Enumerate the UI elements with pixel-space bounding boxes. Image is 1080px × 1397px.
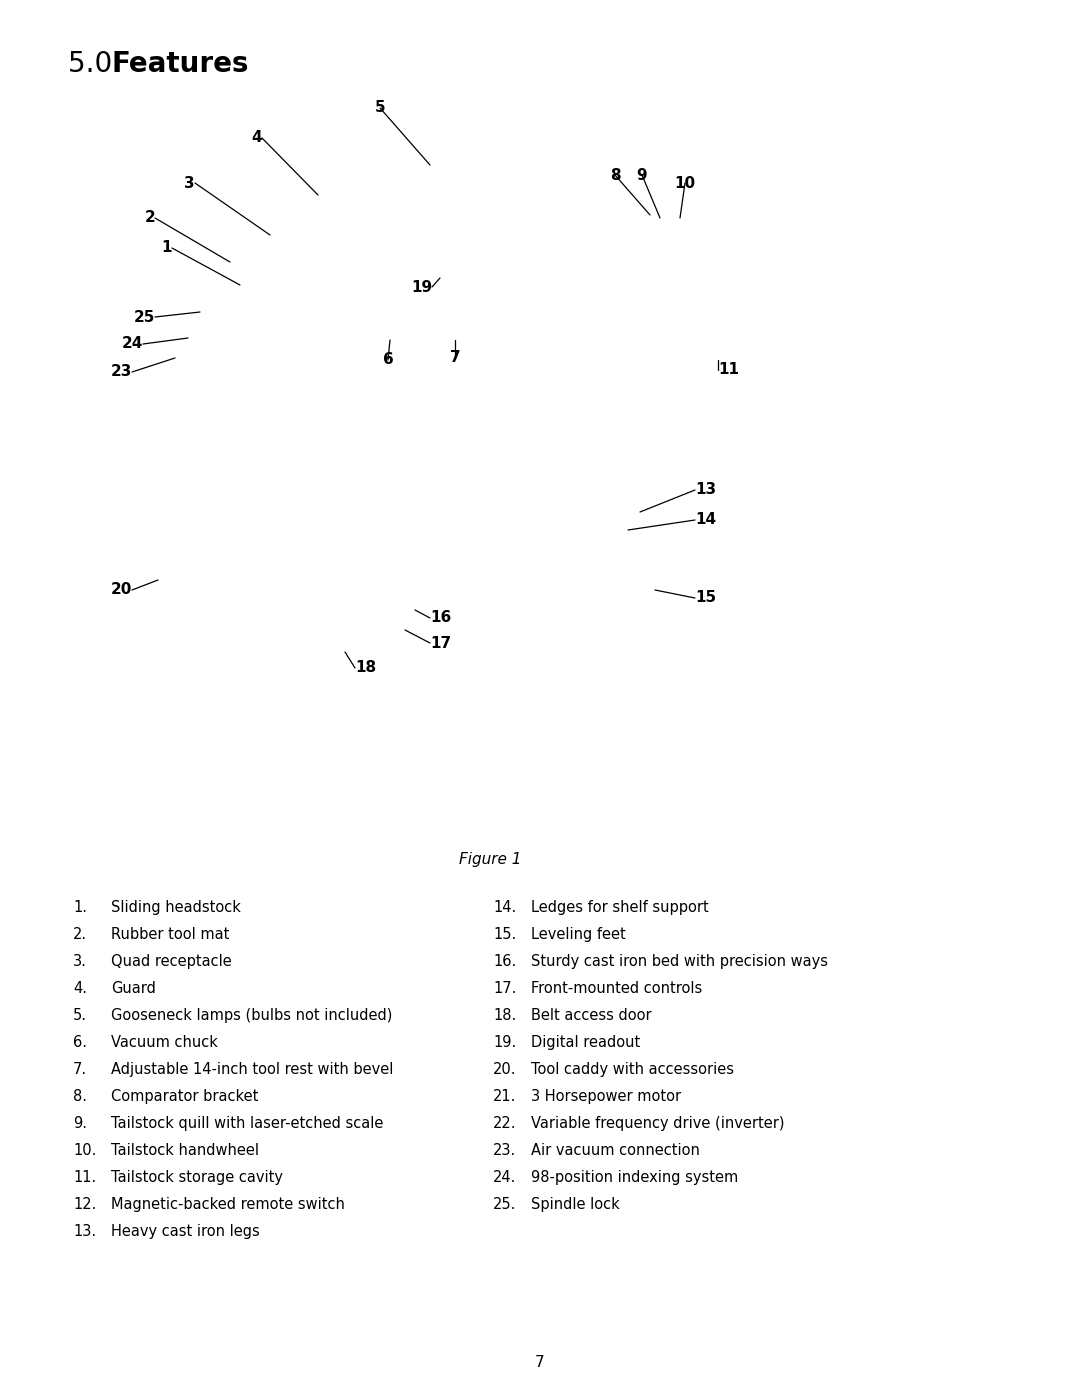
Text: 1.: 1. (73, 900, 87, 915)
Text: 10.: 10. (73, 1143, 96, 1158)
Text: 21.: 21. (492, 1090, 516, 1104)
Text: Comparator bracket: Comparator bracket (111, 1090, 258, 1104)
Text: Spindle lock: Spindle lock (531, 1197, 620, 1213)
Text: 15.: 15. (492, 928, 516, 942)
Text: Sturdy cast iron bed with precision ways: Sturdy cast iron bed with precision ways (531, 954, 828, 970)
Text: 98-position indexing system: 98-position indexing system (531, 1171, 739, 1185)
Text: 12.: 12. (73, 1197, 96, 1213)
Text: 16: 16 (430, 610, 451, 626)
Text: 3: 3 (185, 176, 195, 190)
Text: 24.: 24. (492, 1171, 516, 1185)
Text: 1: 1 (162, 240, 172, 256)
Text: Ledges for shelf support: Ledges for shelf support (531, 900, 708, 915)
Text: 7: 7 (536, 1355, 544, 1370)
Text: Adjustable 14-inch tool rest with bevel: Adjustable 14-inch tool rest with bevel (111, 1062, 393, 1077)
Text: Tool caddy with accessories: Tool caddy with accessories (531, 1062, 734, 1077)
Text: Sliding headstock: Sliding headstock (111, 900, 241, 915)
Text: 22.: 22. (492, 1116, 516, 1132)
Text: 25.: 25. (492, 1197, 516, 1213)
Text: 24: 24 (122, 337, 143, 352)
Text: 2: 2 (145, 211, 156, 225)
Text: 19.: 19. (492, 1035, 516, 1051)
Text: 7.: 7. (73, 1062, 87, 1077)
Text: 20.: 20. (492, 1062, 516, 1077)
Text: Features: Features (112, 50, 249, 78)
Text: Quad receptacle: Quad receptacle (111, 954, 232, 970)
Text: Variable frequency drive (inverter): Variable frequency drive (inverter) (531, 1116, 784, 1132)
Text: 5: 5 (375, 101, 386, 116)
Text: 14: 14 (696, 513, 716, 528)
Text: Gooseneck lamps (bulbs not included): Gooseneck lamps (bulbs not included) (111, 1009, 392, 1023)
Text: 13.: 13. (73, 1224, 96, 1239)
Text: Tailstock handwheel: Tailstock handwheel (111, 1143, 259, 1158)
Text: 13: 13 (696, 482, 716, 497)
Text: Front-mounted controls: Front-mounted controls (531, 981, 702, 996)
Text: 18.: 18. (492, 1009, 516, 1023)
Text: Tailstock quill with laser-etched scale: Tailstock quill with laser-etched scale (111, 1116, 383, 1132)
Text: 23: 23 (110, 365, 132, 380)
Text: Digital readout: Digital readout (531, 1035, 640, 1051)
Text: 19: 19 (410, 279, 432, 295)
Text: 5.: 5. (73, 1009, 87, 1023)
Text: Rubber tool mat: Rubber tool mat (111, 928, 229, 942)
Text: Magnetic-backed remote switch: Magnetic-backed remote switch (111, 1197, 345, 1213)
Text: Tailstock storage cavity: Tailstock storage cavity (111, 1171, 283, 1185)
Text: 2.: 2. (73, 928, 87, 942)
Text: Guard: Guard (111, 981, 156, 996)
Text: 8: 8 (610, 168, 620, 183)
Text: 9.: 9. (73, 1116, 87, 1132)
Text: 18: 18 (355, 661, 376, 676)
Text: 23.: 23. (492, 1143, 516, 1158)
Text: 10: 10 (674, 176, 696, 190)
Text: 17.: 17. (492, 981, 516, 996)
Text: 11.: 11. (73, 1171, 96, 1185)
Text: 5.0: 5.0 (68, 50, 130, 78)
Text: Figure 1: Figure 1 (459, 852, 522, 868)
Text: 14.: 14. (492, 900, 516, 915)
Text: Vacuum chuck: Vacuum chuck (111, 1035, 218, 1051)
Text: Leveling feet: Leveling feet (531, 928, 625, 942)
Text: 3 Horsepower motor: 3 Horsepower motor (531, 1090, 681, 1104)
Text: 11: 11 (718, 362, 739, 377)
Text: 15: 15 (696, 591, 716, 605)
Text: 16.: 16. (492, 954, 516, 970)
Text: 3.: 3. (73, 954, 86, 970)
Text: 25: 25 (134, 310, 156, 324)
Text: 4: 4 (252, 130, 262, 145)
Text: 6.: 6. (73, 1035, 87, 1051)
Text: 6: 6 (382, 352, 393, 367)
Text: Air vacuum connection: Air vacuum connection (531, 1143, 700, 1158)
Text: 8.: 8. (73, 1090, 87, 1104)
Text: 20: 20 (110, 583, 132, 598)
Text: 17: 17 (430, 636, 451, 651)
Text: Heavy cast iron legs: Heavy cast iron legs (111, 1224, 260, 1239)
Text: 7: 7 (449, 351, 460, 366)
Text: 4.: 4. (73, 981, 87, 996)
Text: 9: 9 (637, 168, 647, 183)
Text: Belt access door: Belt access door (531, 1009, 651, 1023)
